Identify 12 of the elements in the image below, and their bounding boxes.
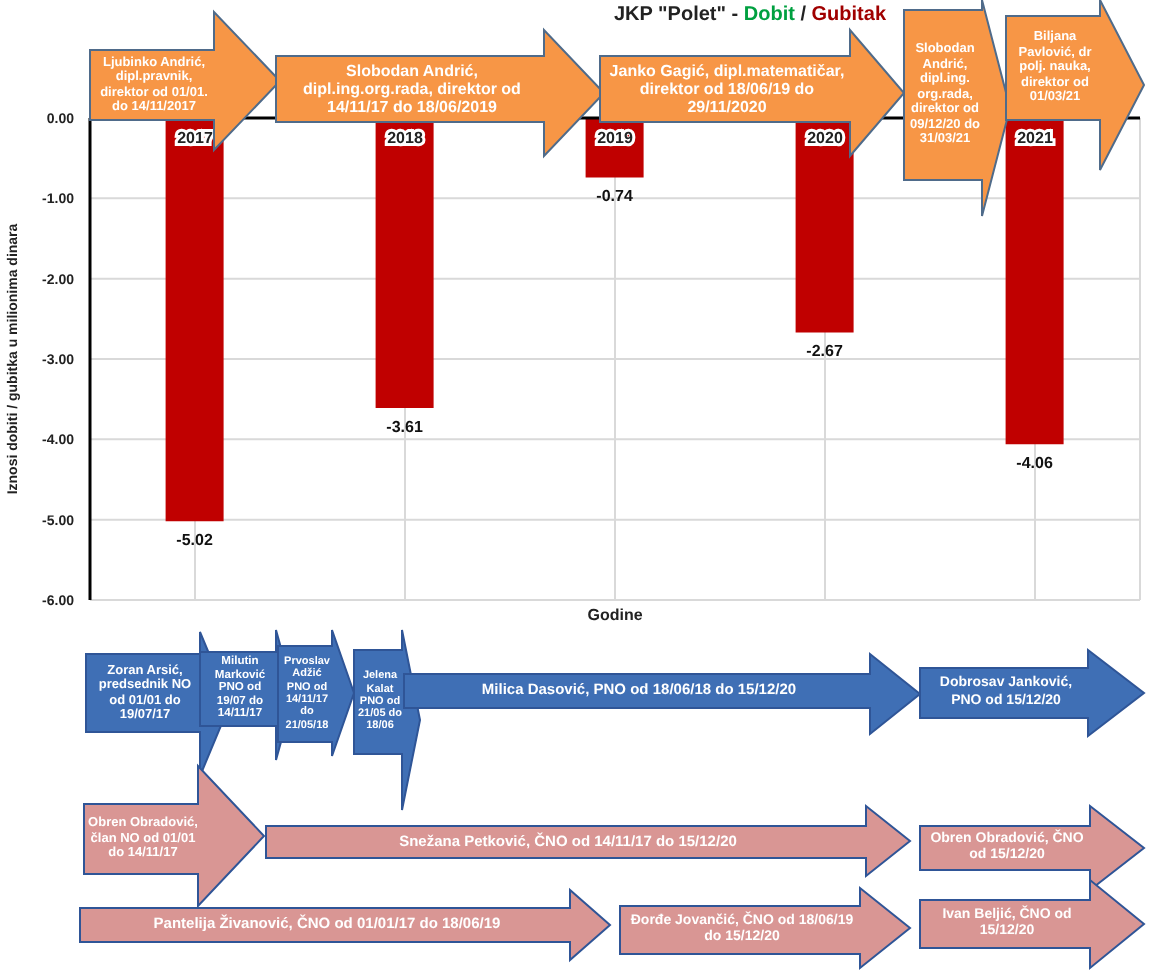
data-label: -4.06 [1016,454,1054,473]
data-label: -2.67 [806,342,844,361]
chart-title: JKP "Polet" - Dobit / Gubitak [613,4,887,26]
x-tick-label: 2018 [387,129,424,147]
x-tick-label: 2020 [807,129,844,147]
data-label: -5.02 [176,531,214,550]
x-tick-label: 2017 [177,129,214,147]
data-label: -0.74 [596,187,634,206]
x-axis-title: Godine [585,606,645,624]
data-label: -3.61 [386,418,424,436]
x-tick-label: 2021 [1017,129,1054,147]
x-tick-label: 2019 [597,129,634,147]
